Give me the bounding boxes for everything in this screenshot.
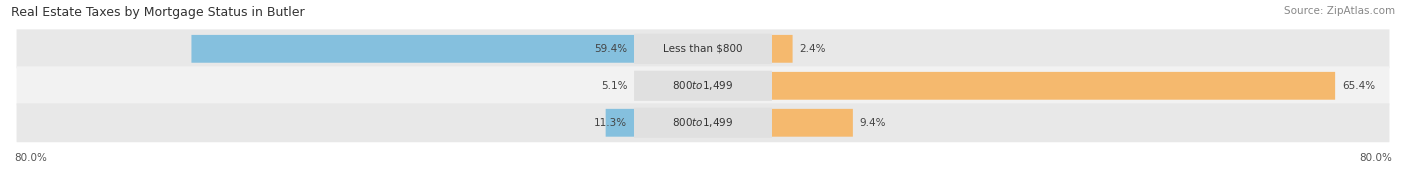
FancyBboxPatch shape	[634, 34, 772, 64]
FancyBboxPatch shape	[772, 35, 793, 63]
FancyBboxPatch shape	[17, 66, 1389, 105]
Text: 11.3%: 11.3%	[595, 118, 627, 128]
Text: 65.4%: 65.4%	[1341, 81, 1375, 91]
Text: 2.4%: 2.4%	[800, 44, 825, 54]
Text: 80.0%: 80.0%	[1360, 153, 1392, 163]
Text: Less than $800: Less than $800	[664, 44, 742, 54]
FancyBboxPatch shape	[634, 71, 772, 101]
Text: $800 to $1,499: $800 to $1,499	[672, 116, 734, 129]
Text: 80.0%: 80.0%	[14, 153, 46, 163]
FancyBboxPatch shape	[606, 109, 634, 137]
Text: 5.1%: 5.1%	[600, 81, 627, 91]
Text: Real Estate Taxes by Mortgage Status in Butler: Real Estate Taxes by Mortgage Status in …	[11, 6, 305, 19]
Text: 9.4%: 9.4%	[859, 118, 886, 128]
FancyBboxPatch shape	[634, 108, 772, 138]
Text: $800 to $1,499: $800 to $1,499	[672, 79, 734, 92]
FancyBboxPatch shape	[772, 109, 853, 137]
FancyBboxPatch shape	[191, 35, 634, 63]
Text: Source: ZipAtlas.com: Source: ZipAtlas.com	[1284, 6, 1395, 16]
Text: 59.4%: 59.4%	[595, 44, 627, 54]
FancyBboxPatch shape	[17, 29, 1389, 68]
FancyBboxPatch shape	[17, 103, 1389, 142]
FancyBboxPatch shape	[772, 72, 1336, 100]
